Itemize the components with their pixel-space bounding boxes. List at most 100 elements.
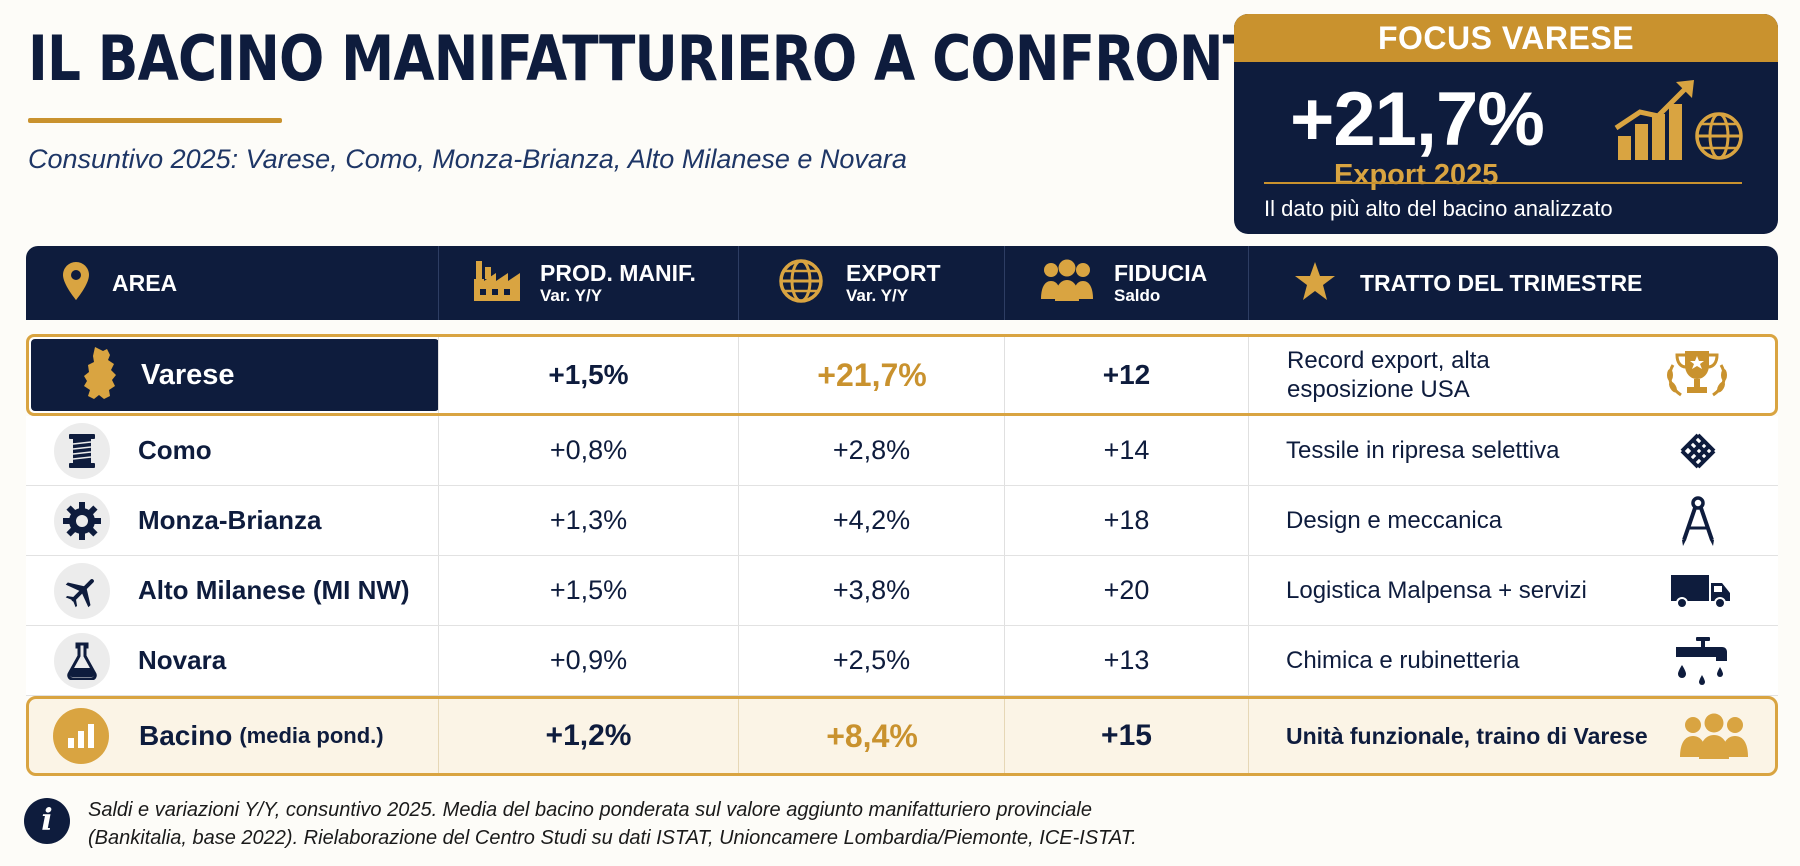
- column-divider: [438, 337, 439, 413]
- column-divider: [1248, 699, 1249, 773]
- star-icon: [1294, 261, 1336, 306]
- page-subtitle: Consuntivo 2025: Varese, Como, Monza-Bri…: [28, 144, 907, 174]
- focus-card: FOCUS VARESE +21,7% Export 2025 Il dato …: [1234, 14, 1778, 234]
- prod-value: +1,5%: [548, 359, 629, 390]
- column-sublabel: Saldo: [1114, 286, 1161, 305]
- column-divider: [1248, 556, 1249, 625]
- column-label: TRATTO DEL TRIMESTRE: [1360, 270, 1643, 296]
- column-divider: [438, 486, 439, 555]
- people-icon: [1040, 259, 1094, 308]
- area-name: Bacino: [139, 720, 233, 751]
- column-header-area: AREA: [62, 246, 402, 320]
- area-icon-wrap: [54, 486, 110, 555]
- growth-chart-globe-icon: [1614, 78, 1744, 167]
- column-divider: [1004, 556, 1005, 625]
- compass-tool-icon: [1680, 486, 1716, 555]
- column-divider: [738, 486, 739, 555]
- focus-note: Il dato più alto del bacino analizzato: [1264, 196, 1613, 221]
- area-icon-wrap: [54, 626, 110, 695]
- airplane-icon: [54, 562, 110, 619]
- focus-value: +21,7%: [1290, 77, 1545, 162]
- info-icon: i: [24, 798, 70, 844]
- column-divider: [438, 556, 439, 625]
- column-divider: [438, 416, 439, 485]
- trait-line: esposizione USA: [1287, 376, 1470, 403]
- globe-icon: [778, 258, 824, 309]
- thread-spool-icon: [54, 422, 110, 479]
- fiducia-value: +14: [1103, 435, 1150, 465]
- export-value: +8,4%: [826, 717, 918, 754]
- column-sublabel: Var. Y/Y: [846, 286, 909, 305]
- trait-text: Tessile in ripresa selettiva: [1286, 436, 1560, 464]
- column-divider: [738, 416, 739, 485]
- area-icon-wrap: [54, 556, 110, 625]
- title-underline: [28, 118, 282, 123]
- factory-icon: [472, 259, 522, 308]
- trait-line: Record export, alta: [1287, 347, 1490, 374]
- fiducia-value: +20: [1103, 575, 1150, 605]
- trait-text: Unità funzionale, traino di Varese: [1286, 722, 1648, 749]
- table-row-varese: Varese +1,5% +21,7% +12 Record export, a…: [26, 334, 1778, 416]
- column-header-prod: PROD. MANIF. Var. Y/Y: [472, 246, 762, 320]
- prod-value: +1,5%: [549, 575, 628, 605]
- header-divider: [438, 246, 439, 320]
- area-name-wrap: Bacino (media pond.): [139, 699, 384, 773]
- comparison-table: AREA PROD. MANIF. Var. Y/Y EXPORT Var. Y…: [26, 246, 1778, 780]
- column-header-tratto: TRATTO DEL TRIMESTRE: [1294, 246, 1734, 320]
- table-row-alto-milanese: Alto Milanese (MI NW) +1,5% +3,8% +20 Lo…: [26, 556, 1778, 626]
- focus-divider: [1264, 182, 1742, 184]
- area-name: Alto Milanese (MI NW): [138, 575, 410, 605]
- prod-value: +1,2%: [545, 719, 632, 752]
- column-label: EXPORT: [846, 260, 941, 286]
- bar-chart-icon: [53, 708, 109, 764]
- column-divider: [1004, 337, 1005, 413]
- table-header: AREA PROD. MANIF. Var. Y/Y EXPORT Var. Y…: [26, 246, 1778, 320]
- column-divider: [738, 337, 739, 413]
- export-value: +2,8%: [832, 435, 911, 465]
- table-row-como: Como +0,8% +2,8% +14 Tessile in ripresa …: [26, 416, 1778, 486]
- group-icon: [1679, 699, 1749, 773]
- column-divider: [738, 699, 739, 773]
- prod-value: +1,3%: [549, 505, 628, 535]
- map-pin-icon: [62, 261, 90, 306]
- area-icon-wrap: [54, 416, 110, 485]
- focus-label: Export 2025: [1334, 159, 1499, 191]
- column-label: AREA: [112, 270, 178, 296]
- export-value: +21,7%: [817, 356, 927, 393]
- header-divider: [738, 246, 739, 320]
- column-divider: [1004, 416, 1005, 485]
- header-divider: [1004, 246, 1005, 320]
- varese-area-cell: Varese: [31, 339, 439, 411]
- fiducia-value: +13: [1103, 645, 1150, 675]
- fiducia-value: +15: [1101, 719, 1152, 752]
- fiducia-value: +12: [1102, 359, 1151, 390]
- area-name: Monza-Brianza: [138, 505, 322, 535]
- area-icon-wrap: [53, 699, 109, 773]
- trait-text: Logistica Malpensa + servizi: [1286, 576, 1587, 604]
- column-divider: [438, 699, 439, 773]
- table-row-bacino: Bacino (media pond.) +1,2% +8,4% +15 Uni…: [26, 696, 1778, 776]
- export-value: +2,5%: [832, 645, 911, 675]
- column-label: FIDUCIA: [1114, 260, 1208, 286]
- area-name: Varese: [141, 358, 235, 391]
- trait-text: Record export, alta esposizione USA: [1287, 337, 1490, 413]
- gear-icon: [54, 492, 110, 549]
- page-title: IL BACINO MANIFATTURIERO A CONFRONTO: [28, 22, 1303, 95]
- truck-icon: [1670, 556, 1732, 625]
- column-divider: [438, 626, 439, 695]
- fiducia-value: +18: [1103, 505, 1150, 535]
- area-name: Como: [138, 435, 212, 465]
- table-row-novara: Novara +0,9% +2,5% +13 Chimica e rubinet…: [26, 626, 1778, 696]
- column-sublabel: Var. Y/Y: [540, 286, 603, 305]
- column-header-fiducia: FIDUCIA Saldo: [1040, 246, 1240, 320]
- area-note: (media pond.): [239, 723, 384, 748]
- column-divider: [738, 626, 739, 695]
- column-divider: [1248, 626, 1249, 695]
- faucet-icon: [1674, 626, 1728, 695]
- column-header-export: EXPORT Var. Y/Y: [778, 246, 1008, 320]
- column-divider: [1004, 486, 1005, 555]
- area-name: Novara: [138, 645, 227, 675]
- footnote-line: (Bankitalia, base 2022). Rielaborazione …: [88, 827, 1137, 849]
- column-divider: [1004, 626, 1005, 695]
- flask-icon: [54, 632, 110, 689]
